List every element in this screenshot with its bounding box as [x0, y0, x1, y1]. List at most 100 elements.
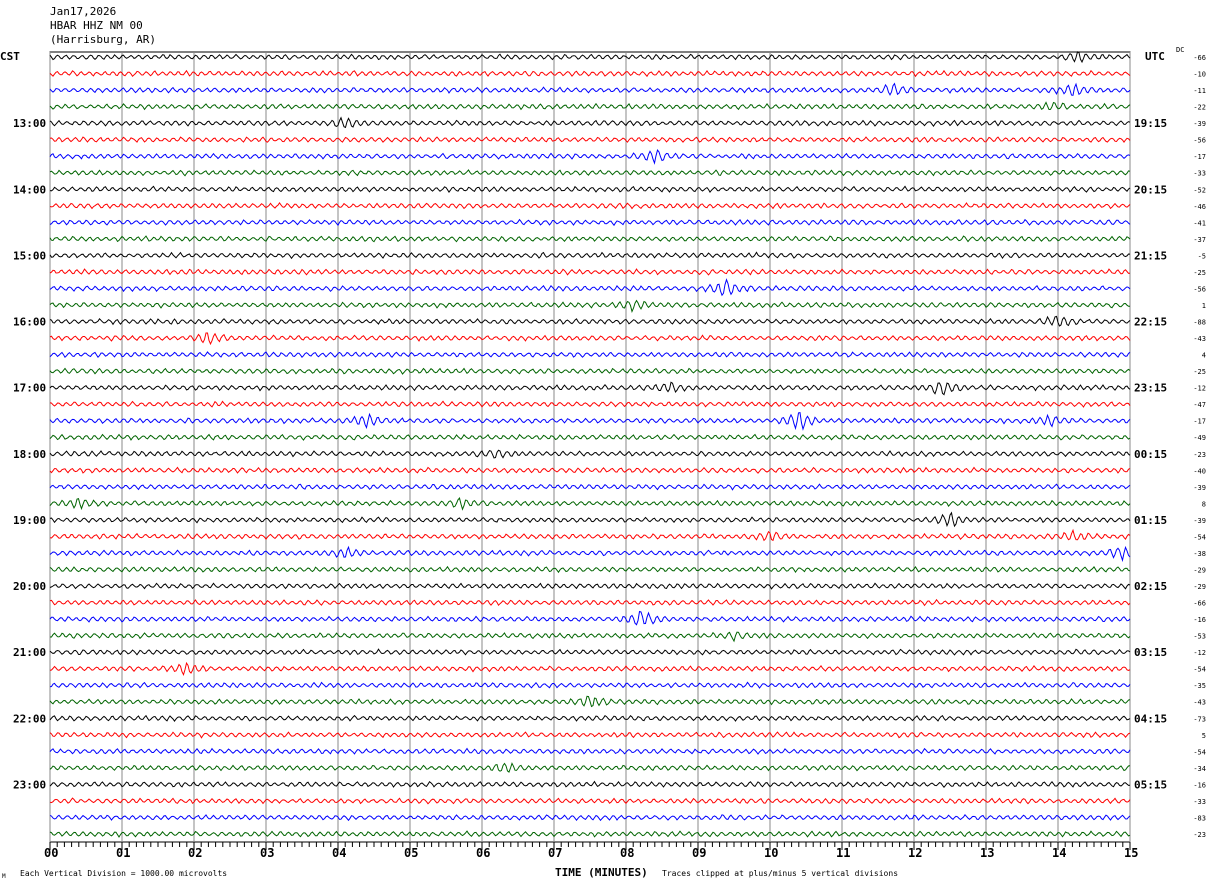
- seismic-trace: [49, 400, 1131, 408]
- dc-offset-label: -5: [1198, 252, 1206, 260]
- utc-hour-label: 19:15: [1134, 117, 1167, 130]
- dc-offset-label: -33: [1193, 798, 1206, 806]
- utc-hour-label: 20:15: [1134, 183, 1167, 196]
- dc-offset-label: -39: [1193, 484, 1206, 492]
- dc-offset-label: -12: [1193, 385, 1206, 393]
- seismic-trace: [49, 598, 1131, 607]
- cst-hour-label: 14:00: [13, 183, 46, 196]
- dc-offset-label: -10: [1193, 71, 1206, 79]
- seismic-trace: [49, 466, 1131, 474]
- cst-hour-label: 15:00: [13, 249, 46, 262]
- seismic-trace: [49, 202, 1131, 210]
- x-tick-label: 15: [1124, 846, 1138, 860]
- seismic-trace: [49, 731, 1131, 739]
- dc-offset-label: -56: [1193, 137, 1206, 145]
- seismic-trace: [49, 545, 1131, 563]
- cst-hour-label: 18:00: [13, 448, 46, 461]
- cst-hour-label: 13:00: [13, 117, 46, 130]
- dc-offset-label: -88: [1193, 319, 1206, 327]
- dc-offset-label: -16: [1193, 781, 1206, 789]
- seismic-trace: [49, 185, 1131, 193]
- x-tick-label: 01: [116, 846, 130, 860]
- seismic-trace: [49, 235, 1131, 243]
- clip-note: Traces clipped at plus/minus 5 vertical …: [662, 869, 898, 878]
- seismic-trace: [49, 69, 1131, 78]
- x-tick-label: 14: [1052, 846, 1066, 860]
- dc-offset-label: -16: [1193, 616, 1206, 624]
- x-axis-title: TIME (MINUTES): [555, 866, 648, 879]
- dc-offset-label: -23: [1193, 451, 1206, 459]
- seismic-trace: [49, 278, 1131, 297]
- dc-offset-label: -40: [1193, 467, 1206, 475]
- seismic-trace: [49, 661, 1131, 677]
- seismic-trace: [49, 136, 1131, 143]
- dc-offset-label: -47: [1193, 401, 1206, 409]
- x-tick-label: 05: [404, 846, 418, 860]
- x-tick-label: 10: [764, 846, 778, 860]
- cst-hour-label: 20:00: [13, 580, 46, 593]
- location-label: (Harrisburg, AR): [50, 33, 156, 46]
- dc-offset-label: -41: [1193, 219, 1206, 227]
- dc-offset-label: -52: [1193, 186, 1206, 194]
- utc-hour-label: 03:15: [1134, 646, 1167, 659]
- dc-offset-label: -39: [1193, 517, 1206, 525]
- dc-offset-label: -17: [1193, 418, 1206, 426]
- seismic-trace: [49, 251, 1131, 260]
- seismic-trace: [49, 814, 1131, 822]
- dc-offset-label: -43: [1193, 699, 1206, 707]
- dc-offset-label: -73: [1193, 715, 1206, 723]
- dc-offset-label: 1: [1202, 302, 1206, 310]
- seismic-trace: [49, 51, 1131, 64]
- utc-hour-label: 00:15: [1134, 448, 1167, 461]
- date-label: Jan17,2026: [50, 5, 117, 18]
- utc-hour-label: 23:15: [1134, 382, 1167, 395]
- seismic-trace: [49, 497, 1131, 511]
- dc-offset-label: -43: [1193, 335, 1206, 343]
- dc-offset-label: 5: [1202, 732, 1206, 740]
- utc-zone-label: UTC: [1145, 50, 1165, 63]
- dc-offset-label: -39: [1193, 120, 1206, 128]
- dc-offset-label: -46: [1193, 203, 1206, 211]
- seismic-trace: [49, 82, 1131, 96]
- utc-hour-label: 05:15: [1134, 778, 1167, 791]
- seismic-trace: [49, 681, 1131, 689]
- dc-offset-label: -56: [1193, 285, 1206, 293]
- cst-hour-label: 23:00: [13, 778, 46, 791]
- seismic-trace: [49, 412, 1131, 431]
- dc-offset-label: -29: [1193, 566, 1206, 574]
- x-tick-label: 11: [836, 846, 850, 860]
- dc-label: DC: [1176, 46, 1184, 54]
- seismic-trace: [49, 169, 1131, 177]
- seismic-trace: [49, 565, 1131, 574]
- dc-offset-label: -25: [1193, 368, 1206, 376]
- dc-offset-label: -54: [1193, 533, 1206, 541]
- seismic-trace: [49, 714, 1131, 722]
- seismic-trace: [50, 631, 1131, 643]
- seismic-trace: [49, 762, 1131, 773]
- cst-hour-label: 22:00: [13, 712, 46, 725]
- dc-offset-label: -54: [1193, 748, 1206, 756]
- seismic-trace: [49, 830, 1131, 838]
- dc-offset-label: -83: [1193, 814, 1206, 822]
- x-tick-label: 07: [548, 846, 562, 860]
- x-tick-label: 08: [620, 846, 634, 860]
- seismic-trace: [49, 797, 1131, 805]
- seismic-trace: [49, 268, 1131, 276]
- seismic-trace: [49, 299, 1130, 314]
- x-tick-label: 09: [692, 846, 706, 860]
- x-tick-label: 06: [476, 846, 490, 860]
- dc-offset-label: -34: [1193, 765, 1206, 773]
- seismic-trace: [49, 695, 1131, 708]
- seismic-trace: [49, 116, 1131, 129]
- corner-mark: M: [2, 873, 6, 880]
- seismic-trace: [49, 315, 1131, 327]
- x-tick-label: 00: [44, 846, 58, 860]
- seismic-trace: [49, 367, 1131, 375]
- seismic-trace: [49, 332, 1131, 346]
- seismic-trace: [49, 149, 1131, 165]
- x-tick-label: 13: [980, 846, 994, 860]
- dc-offset-label: -53: [1193, 633, 1206, 641]
- utc-hour-label: 22:15: [1134, 316, 1167, 329]
- dc-offset-label: 4: [1202, 352, 1206, 360]
- cst-zone-label: CST: [0, 50, 20, 63]
